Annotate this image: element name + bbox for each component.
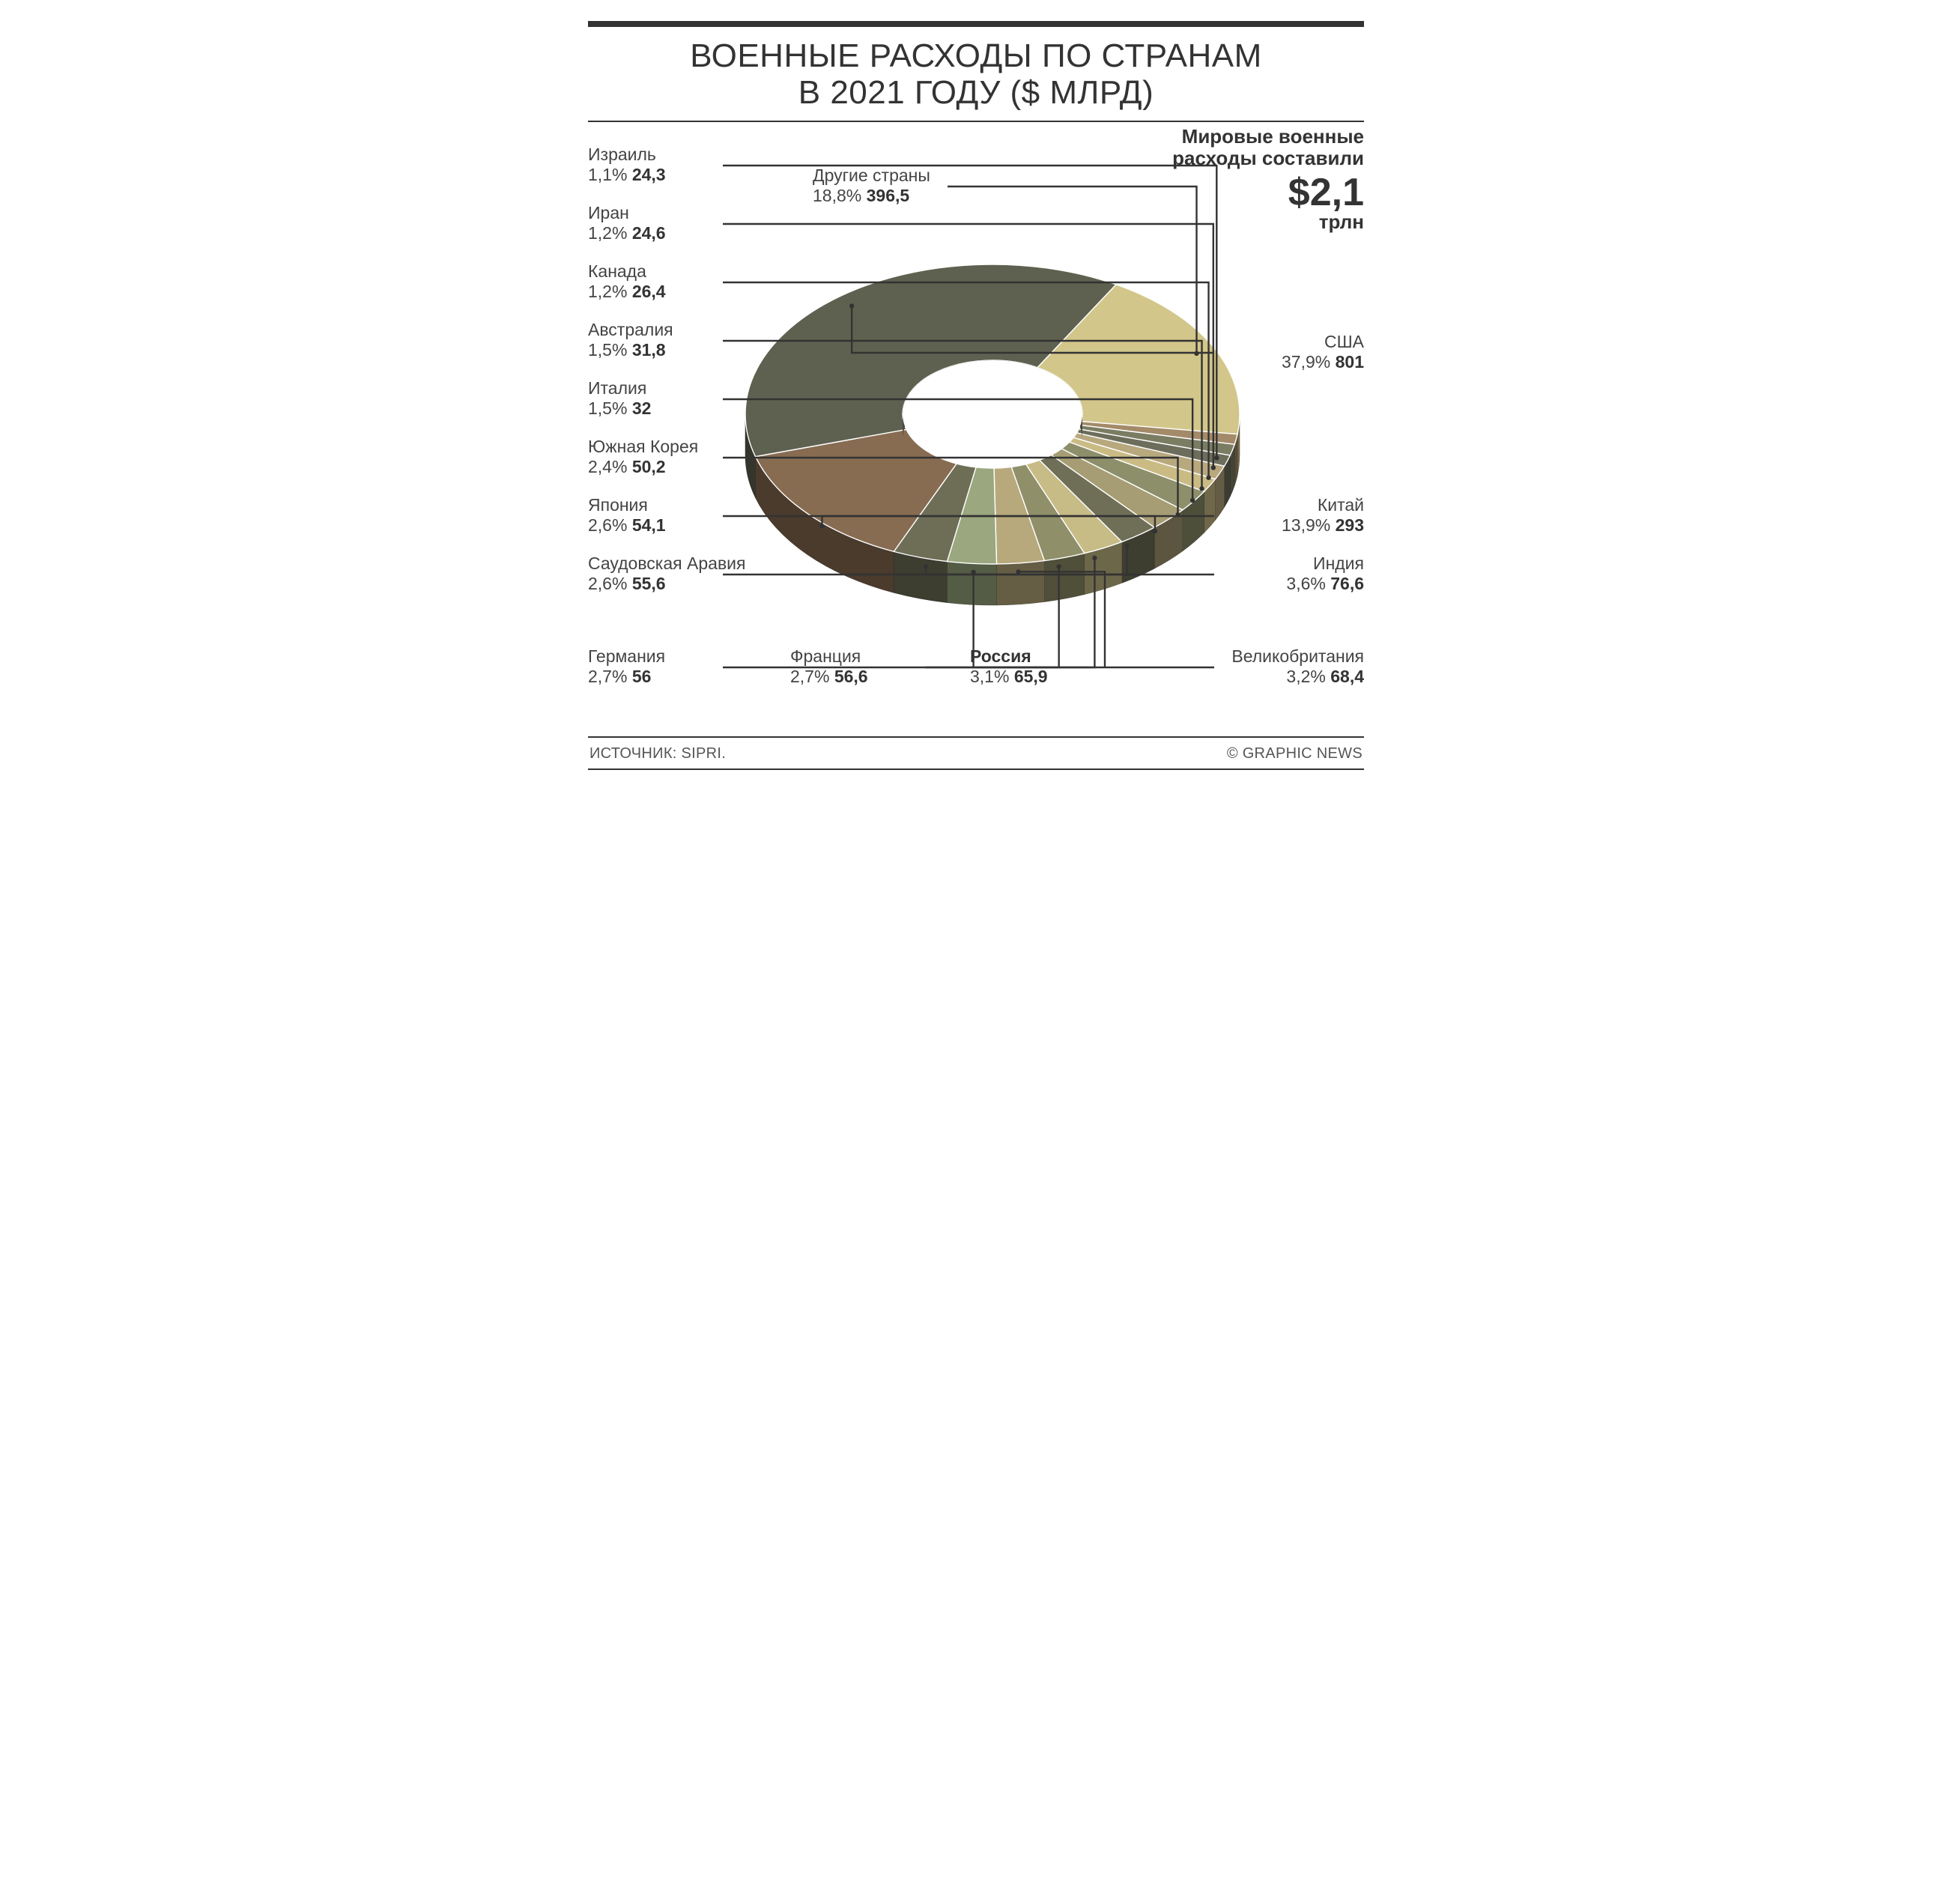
footer: ИСТОЧНИК: SIPRI. © GRAPHIC NEWS xyxy=(588,738,1364,762)
slice-name: Италия xyxy=(588,378,651,399)
rule-top xyxy=(588,21,1364,27)
slice-value: 1,5% 32 xyxy=(588,398,651,419)
slice-name: Саудовская Аравия xyxy=(588,554,745,574)
slice-name: Канада xyxy=(588,261,666,282)
slice-label: Южная Корея2,4% 50,2 xyxy=(588,437,698,478)
slice-label: Франция2,7% 56,6 xyxy=(790,646,868,688)
slice-label: Другие страны18,8% 396,5 xyxy=(813,166,930,207)
slice-value: 3,1% 65,9 xyxy=(970,667,1048,688)
slice-label: Израиль1,1% 24,3 xyxy=(588,145,666,186)
slice-label: Россия3,1% 65,9 xyxy=(970,646,1048,688)
slice-value: 1,1% 24,3 xyxy=(588,165,666,186)
slice-value: 3,6% 76,6 xyxy=(1286,574,1364,595)
slice-value: 18,8% 396,5 xyxy=(813,186,930,207)
slice-name: Россия xyxy=(970,646,1048,667)
slice-label: Великобритания3,2% 68,4 xyxy=(1231,646,1364,688)
slice-name: Франция xyxy=(790,646,868,667)
slice-name: Южная Корея xyxy=(588,437,698,458)
slice-name: Великобритания xyxy=(1231,646,1364,667)
slice-value: 2,7% 56 xyxy=(588,667,665,688)
slice-name: США xyxy=(1282,332,1364,353)
donut-chart: Мировые военные расходы составили $2,1 т… xyxy=(588,122,1364,736)
callout-line1: Мировые военные xyxy=(1139,126,1364,148)
slice-label: Япония2,6% 54,1 xyxy=(588,495,666,536)
slice-name: Индия xyxy=(1286,554,1364,574)
slice-value: 3,2% 68,4 xyxy=(1231,667,1364,688)
slice-label: Китай13,9% 293 xyxy=(1282,495,1364,536)
title-line1: ВОЕННЫЕ РАСХОДЫ ПО СТРАНАМ xyxy=(690,37,1262,74)
slice-label: Саудовская Аравия2,6% 55,6 xyxy=(588,554,745,595)
callout-line2: расходы составили xyxy=(1139,148,1364,170)
slice-name: Израиль xyxy=(588,145,666,166)
rule-bottom xyxy=(588,768,1364,770)
slice-value: 2,4% 50,2 xyxy=(588,457,698,478)
slice-value: 2,7% 56,6 xyxy=(790,667,868,688)
slice-label: Канада1,2% 26,4 xyxy=(588,261,666,303)
slice-label: Германия2,7% 56 xyxy=(588,646,665,688)
slice-name: Япония xyxy=(588,495,666,516)
copyright-text: © GRAPHIC NEWS xyxy=(1227,745,1363,762)
slice-value: 2,6% 55,6 xyxy=(588,574,745,595)
callout-unit: трлн xyxy=(1139,212,1364,231)
callout-big: $2,1 xyxy=(1139,173,1364,212)
slice-name: Иран xyxy=(588,203,666,224)
slice-label: Италия1,5% 32 xyxy=(588,378,651,419)
slice-name: Австралия xyxy=(588,320,673,341)
world-total-callout: Мировые военные расходы составили $2,1 т… xyxy=(1139,126,1364,232)
slice-name: Китай xyxy=(1282,495,1364,516)
slice-value: 37,9% 801 xyxy=(1282,352,1364,373)
slice-value: 2,6% 54,1 xyxy=(588,515,666,536)
slice-value: 1,2% 24,6 xyxy=(588,223,666,244)
slice-label: Иран1,2% 24,6 xyxy=(588,203,666,244)
slice-name: Другие страны xyxy=(813,166,930,187)
slice-name: Германия xyxy=(588,646,665,667)
page-title: ВОЕННЫЕ РАСХОДЫ ПО СТРАНАМ В 2021 ГОДУ (… xyxy=(588,37,1364,112)
title-line2: В 2021 ГОДУ ($ МЛРД) xyxy=(798,74,1154,111)
slice-label: Австралия1,5% 31,8 xyxy=(588,320,673,361)
slice-value: 1,2% 26,4 xyxy=(588,282,666,303)
slice-value: 1,5% 31,8 xyxy=(588,340,673,361)
slice-label: США37,9% 801 xyxy=(1282,332,1364,373)
slice-value: 13,9% 293 xyxy=(1282,515,1364,536)
source-text: ИСТОЧНИК: SIPRI. xyxy=(589,745,726,762)
slice-label: Индия3,6% 76,6 xyxy=(1286,554,1364,595)
